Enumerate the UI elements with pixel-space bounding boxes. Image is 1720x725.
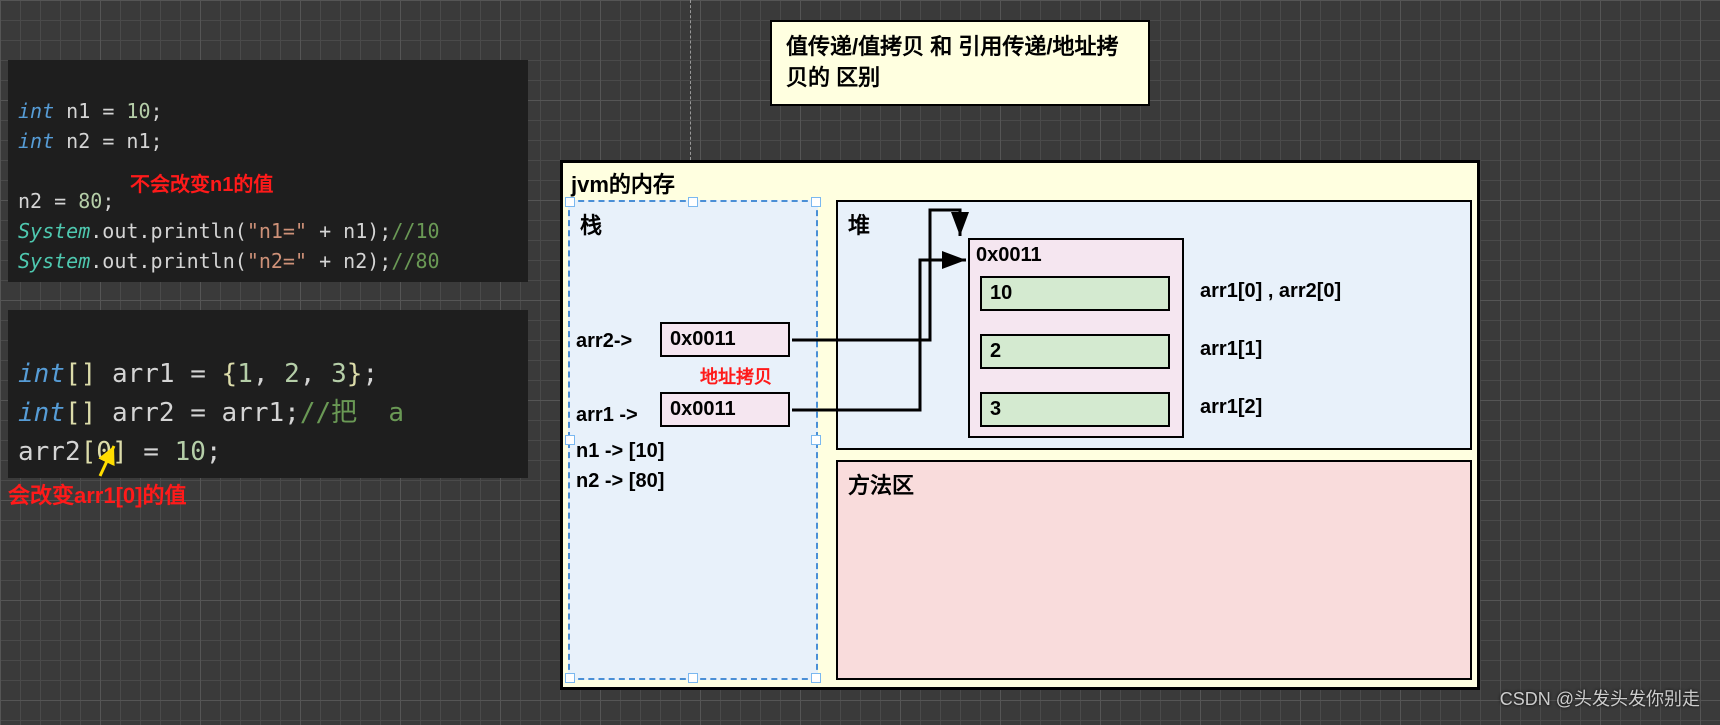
pointer-arrows	[0, 0, 1720, 725]
watermark: CSDN @头发头发你别走	[1500, 685, 1700, 711]
